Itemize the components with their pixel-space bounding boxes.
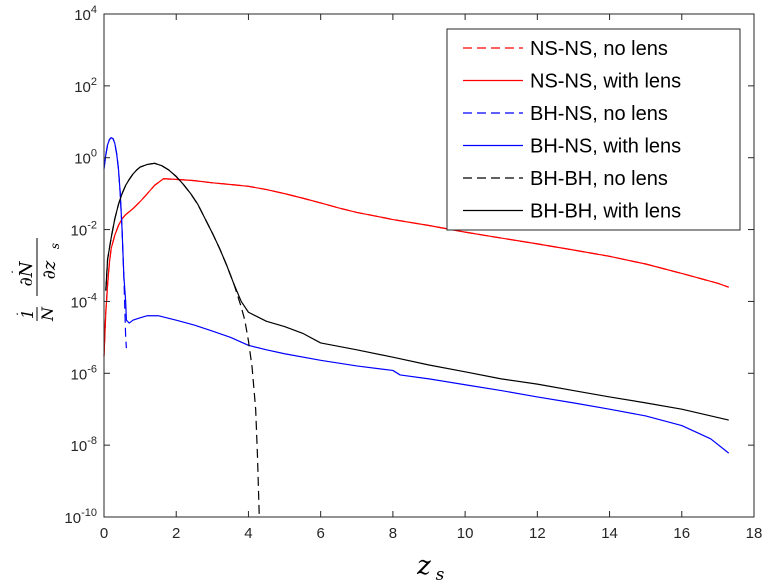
y-tick-label-1: 10-8 xyxy=(71,435,97,455)
svg-text:s: s xyxy=(48,243,62,249)
series-layer xyxy=(103,137,730,518)
svg-text:∂z: ∂z xyxy=(39,260,60,279)
y-tick-label-4: 10-2 xyxy=(71,220,97,240)
svg-text:·: · xyxy=(6,270,19,274)
legend-label-1: NS-NS, with lens xyxy=(530,71,681,93)
x-tick-label-6: 12 xyxy=(529,525,546,542)
y-tick-label-7: 104 xyxy=(74,4,97,24)
svg-text:·: · xyxy=(11,312,24,316)
x-axis-label: z s xyxy=(416,551,444,584)
legend-label-5: BH-BH, with lens xyxy=(530,201,681,223)
x-tick-label-9: 18 xyxy=(746,525,763,542)
legend-box xyxy=(446,28,741,231)
x-tick-label-7: 14 xyxy=(601,525,618,542)
x-tick-label-5: 10 xyxy=(457,525,474,542)
x-tick-label-1: 2 xyxy=(172,525,180,542)
legend-label-2: BH-NS, no lens xyxy=(530,103,668,125)
series-line-1 xyxy=(103,178,729,357)
svg-text:∂N: ∂N xyxy=(16,260,37,286)
legend-label-0: NS-NS, no lens xyxy=(530,38,668,60)
x-tick-label-4: 8 xyxy=(389,525,397,542)
y-tick-label-6: 102 xyxy=(74,76,97,96)
svg-text:s: s xyxy=(436,565,445,584)
y-tick-label-2: 10-6 xyxy=(71,363,97,383)
legend-label-3: BH-NS, with lens xyxy=(530,136,681,158)
ticks-layer: 0 2 4 6 8 10 12 14 16 18 10-10 10-8 10-6 10-4 10-2 100 1… xyxy=(64,4,762,542)
svg-text:1: 1 xyxy=(18,309,37,319)
svg-text:z: z xyxy=(416,551,431,581)
x-tick-label-8: 16 xyxy=(673,525,690,542)
svg-text:N: N xyxy=(38,306,57,322)
legend: NS-NS, no lens NS-NS, with lens BH-NS, no … xyxy=(446,28,741,231)
x-tick-label-3: 6 xyxy=(316,525,324,542)
y-axis-label: 1 N · ∂N · ∂z s xyxy=(6,238,62,322)
legend-label-4: BH-BH, no lens xyxy=(530,168,668,190)
y-tick-label-3: 10-4 xyxy=(71,291,97,311)
y-tick-label-0: 10-10 xyxy=(64,507,97,527)
series-line-3 xyxy=(103,137,730,454)
y-tick-label-5: 100 xyxy=(74,148,97,168)
series-line-5 xyxy=(105,162,729,421)
x-tick-label-2: 4 xyxy=(244,525,252,542)
x-tick-label-0: 0 xyxy=(100,525,108,542)
axes-box xyxy=(103,13,755,518)
